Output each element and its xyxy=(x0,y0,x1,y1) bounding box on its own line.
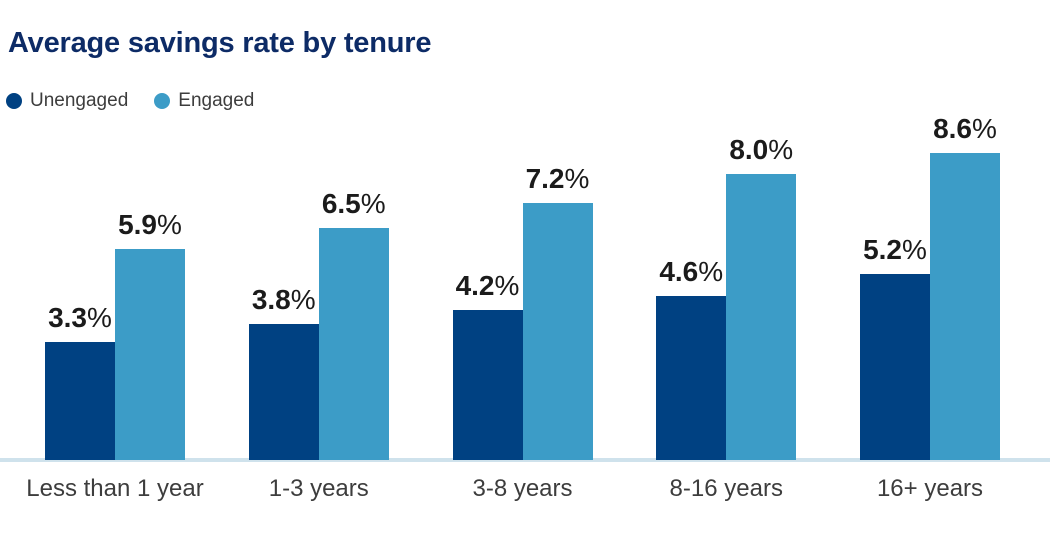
bar-value-number: 8.0 xyxy=(729,134,769,166)
bar-value-number: 3.3 xyxy=(48,302,88,334)
bar-value-number: 4.2 xyxy=(455,270,495,302)
x-axis-label-5: 16+ years xyxy=(876,475,984,502)
legend: Unengaged Engaged xyxy=(6,90,254,112)
bar-unengaged-4 xyxy=(656,295,727,460)
chart-title: Average savings rate by tenure xyxy=(8,27,432,59)
bar-value-label-unengaged-3: 4.2% xyxy=(456,272,520,300)
bar-value-label-engaged-4: 8.0% xyxy=(729,136,793,164)
x-axis-labels: Less than 1 year 1-3 years 3-8 years 8-16 y… xyxy=(0,475,1050,506)
bar-engaged-4 xyxy=(726,174,797,460)
legend-dot-unengaged-icon xyxy=(6,93,22,109)
bar-value-number: 7.2 xyxy=(525,162,565,194)
bar-chart-plot-area: 3.3% 5.9% 3.8% 6.5% 4.2% 7.2% 4.6% 8.0% 5.2% 8.6% xyxy=(0,110,1050,462)
legend-item-unengaged: Unengaged xyxy=(6,90,128,112)
bar-value-number: 5.2 xyxy=(863,234,903,266)
x-axis-label-4: 8-16 years xyxy=(669,475,783,502)
bar-unengaged-3 xyxy=(452,310,523,460)
x-axis-label-2: 1-3 years xyxy=(268,475,369,502)
legend-label-engaged: Engaged xyxy=(178,90,255,111)
bar-value-number: 5.9 xyxy=(118,209,158,241)
bar-value-label-unengaged-4: 4.6% xyxy=(659,255,724,287)
bar-value-suffix: % xyxy=(87,302,112,334)
legend-dot-engaged-icon xyxy=(154,93,171,109)
bar-unengaged-5 xyxy=(860,274,930,460)
bar-value-suffix: % xyxy=(902,234,927,266)
bar-value-suffix: % xyxy=(564,162,590,194)
bar-engaged-5 xyxy=(930,152,1000,460)
bar-engaged-1 xyxy=(115,249,185,460)
bar-value-number: 8.6 xyxy=(933,112,973,144)
bar-value-suffix: % xyxy=(157,209,182,241)
bar-value-suffix: % xyxy=(494,270,520,302)
x-axis-label-3: 3-8 years xyxy=(472,475,573,502)
bar-value-suffix: % xyxy=(290,284,316,316)
bar-value-suffix: % xyxy=(972,112,997,144)
bar-value-suffix: % xyxy=(768,134,794,166)
x-axis-line xyxy=(0,458,1050,462)
bar-value-number: 4.6 xyxy=(659,255,699,287)
bar-value-suffix: % xyxy=(698,255,724,287)
bar-value-label-engaged-5: 8.6% xyxy=(933,112,997,144)
bar-value-number: 3.8 xyxy=(251,284,291,316)
bar-value-label-engaged-1: 5.9% xyxy=(118,211,182,239)
bar-value-suffix: % xyxy=(360,187,386,219)
bar-value-label-engaged-2: 6.5% xyxy=(321,187,386,219)
x-axis-label-1: Less than 1 year xyxy=(26,475,204,502)
bar-value-label-unengaged-1: 3.3% xyxy=(48,304,112,332)
bar-engaged-3 xyxy=(522,202,593,460)
legend-label-unengaged: Unengaged xyxy=(30,90,129,111)
bar-value-label-unengaged-5: 5.2% xyxy=(863,236,927,264)
bar-value-number: 6.5 xyxy=(321,187,361,219)
bar-engaged-2 xyxy=(318,227,389,460)
bar-value-label-unengaged-2: 3.8% xyxy=(252,286,316,314)
bar-unengaged-1 xyxy=(45,342,115,460)
bar-unengaged-2 xyxy=(248,324,319,460)
legend-item-engaged: Engaged xyxy=(154,90,254,112)
bar-value-label-engaged-3: 7.2% xyxy=(525,162,590,194)
